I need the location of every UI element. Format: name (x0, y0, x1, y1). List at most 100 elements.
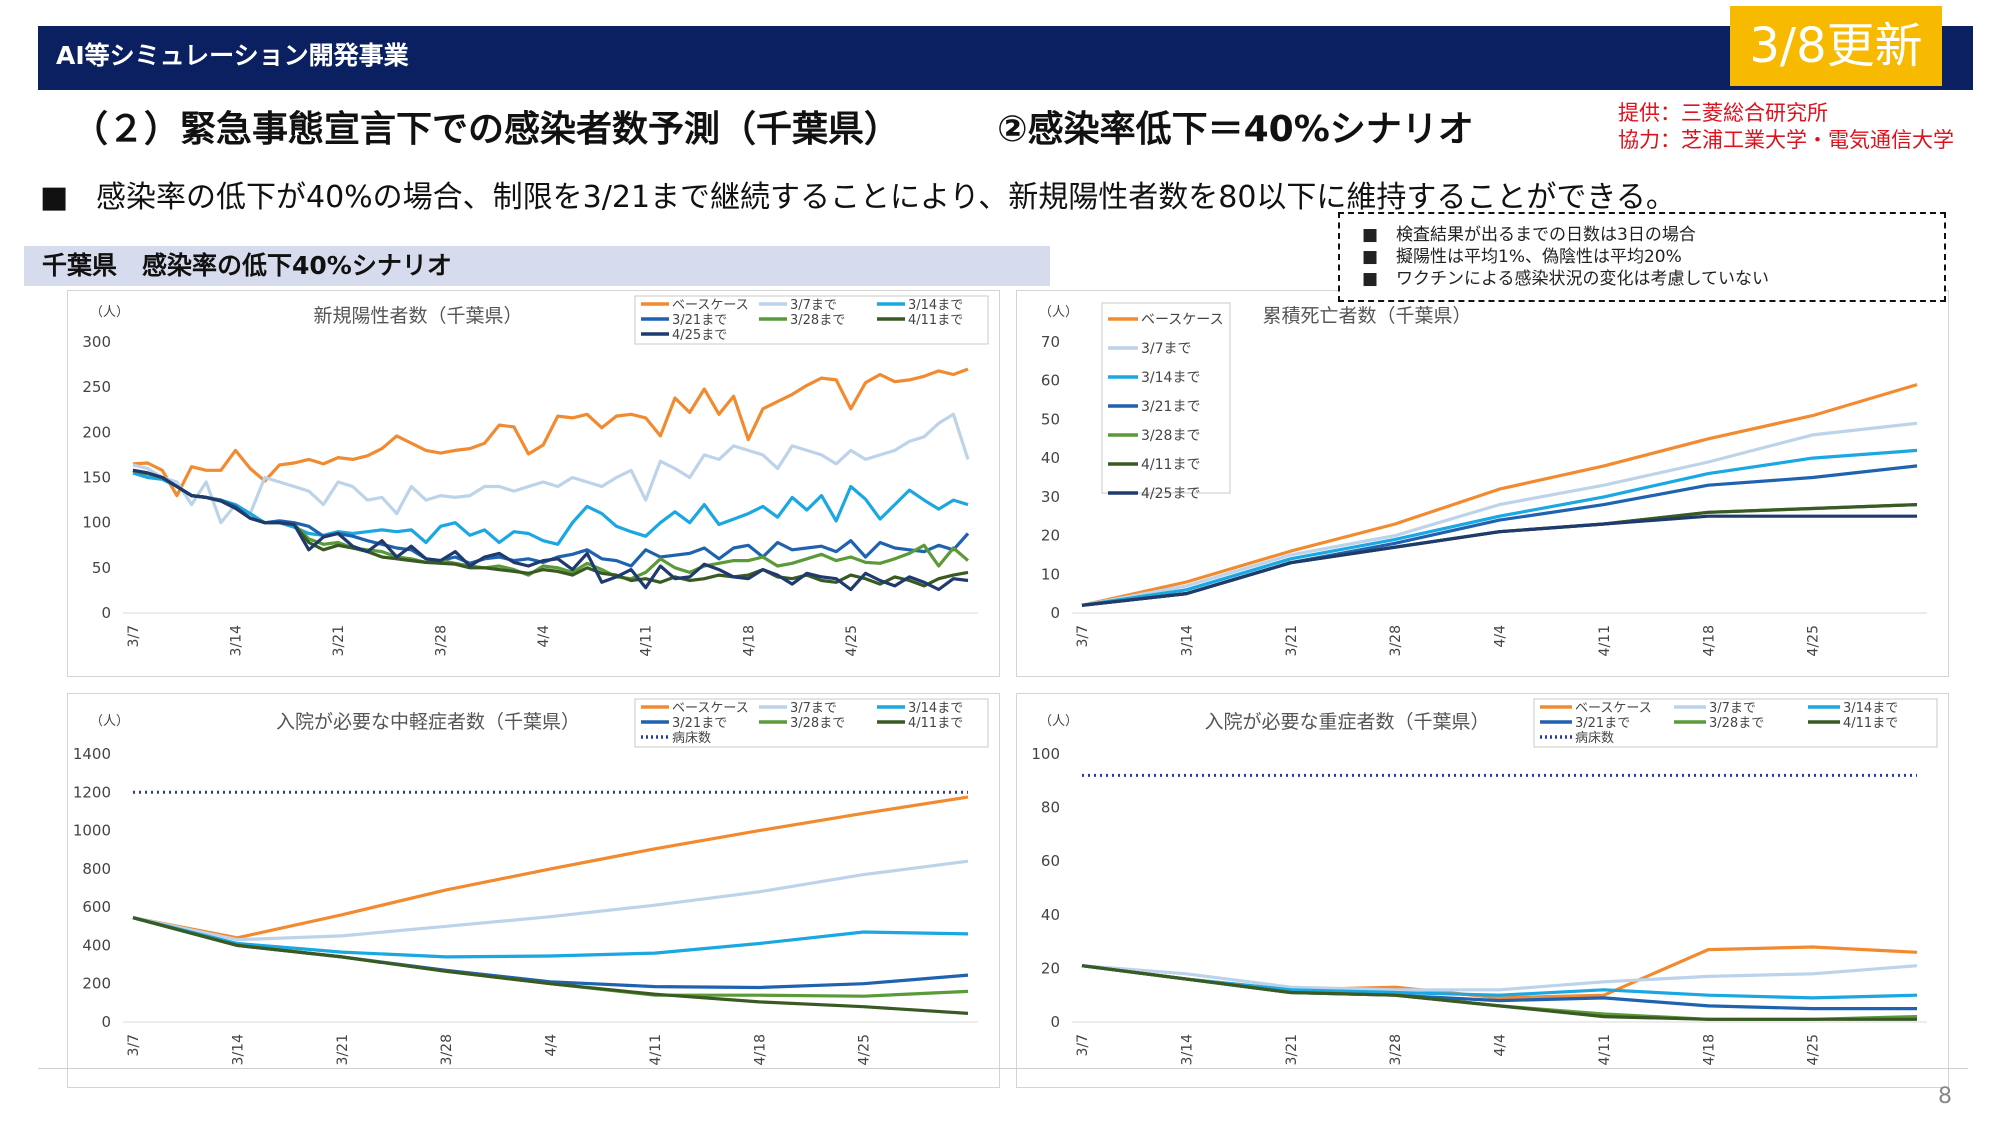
chart-cumulative-deaths: 累積死亡者数（千葉県） （人） 0 10 20 30 40 50 60 70 3/7 3/14 3/21… (1039, 302, 1927, 657)
y-tick-label: 0 (101, 604, 111, 622)
page-title: （２）緊急事態宣言下での感染者数予測（千葉県） ②感染率低下＝40%シナリオ (72, 100, 1474, 152)
y-tick-label: 30 (1041, 488, 1060, 506)
x-tick-label: 4/25 (1806, 625, 1822, 656)
chart-title: 入院が必要な中軽症者数（千葉県） (276, 711, 580, 733)
page-number: 8 (1938, 1084, 1952, 1109)
chart-panel-cumulative-deaths: 累積死亡者数（千葉県） （人） 0 10 20 30 40 50 60 70 3/7 3/14 3/21… (1016, 290, 1949, 677)
header-bar-label: AI等シミュレーション開発事業 (56, 41, 409, 70)
y-tick-label: 250 (82, 378, 111, 396)
credit-cooperation: 協力：芝浦工業大学・電気通信大学 (1618, 128, 1954, 152)
series-line-3/14まで (1081, 448, 1918, 607)
x-tick-label: 4/18 (752, 1034, 768, 1065)
legend-entry: 3/21まで (1575, 716, 1630, 731)
chart-title: 累積死亡者数（千葉県） (1262, 305, 1471, 327)
series-line-3/21まで (1081, 964, 1917, 1011)
y-tick-label: 40 (1041, 449, 1060, 467)
header-bar (38, 26, 1973, 90)
legend-entry: 3/14まで (908, 298, 963, 313)
legend-box (1533, 698, 1938, 748)
y-tick-label: 600 (82, 898, 111, 916)
legend-entry: 3/7まで (1141, 341, 1192, 357)
series-line-3/7まで (1081, 421, 1918, 607)
x-tick-label: 3/28 (439, 1034, 455, 1065)
x-tick-label: 4/11 (1597, 625, 1613, 656)
series-line-4/11まで (132, 468, 969, 588)
legend-entry: 3/14まで (908, 701, 963, 716)
summary-bullet: ■ (40, 180, 69, 215)
legend-entry: ベースケース (1141, 312, 1224, 328)
x-tick-label: 4/11 (648, 1034, 664, 1065)
legend-entry: 3/21まで (672, 716, 727, 731)
y-tick-label: 100 (82, 514, 111, 532)
legend-entry: ベースケース (672, 298, 749, 313)
y-tick-label: 0 (1050, 1013, 1060, 1031)
chart-panel-new-positives: 新規陽性者数（千葉県） （人） 0 50 100 150 200 250 300 3/7 3/14 3… (67, 290, 1000, 677)
legend-entry: 4/11まで (1141, 457, 1200, 473)
x-tick-label: 4/18 (1701, 1034, 1717, 1065)
legend-entry: 4/11まで (908, 716, 963, 731)
x-tick-label: 3/21 (1284, 625, 1300, 656)
y-tick-label: 300 (82, 333, 111, 351)
legend-entry: 3/28まで (1709, 716, 1764, 731)
x-tick-label: 3/7 (1075, 625, 1091, 648)
chart-title: 新規陽性者数（千葉県） (313, 305, 522, 327)
legend-entry: ベースケース (1575, 701, 1652, 716)
legend-entry: 3/7まで (790, 701, 837, 716)
legend-entry: 3/28まで (790, 313, 845, 328)
y-tick-label: 60 (1041, 852, 1060, 870)
y-tick-label: 50 (92, 559, 111, 577)
chart-panel-severe-cases: 入院が必要な重症者数（千葉県） （人） 0 20 40 60 80 100 3/7 3/14 3/2… (1016, 693, 1949, 1088)
y-tick-label: 40 (1041, 906, 1060, 924)
x-tick-label: 4/4 (1493, 625, 1509, 648)
y-tick-label: 800 (82, 860, 111, 878)
legend-entry: 3/7まで (1709, 701, 1756, 716)
legend-entry: 4/11まで (1843, 716, 1898, 731)
x-tick-label: 4/4 (544, 1034, 560, 1057)
y-unit-label: （人） (1039, 714, 1078, 729)
x-tick-label: 3/21 (335, 1034, 351, 1065)
y-tick-label: 20 (1041, 527, 1060, 545)
section-label: 千葉県 感染率の低下40%シナリオ (24, 246, 1050, 286)
y-tick-label: 100 (1031, 745, 1060, 763)
series-line-ベースケース (132, 367, 969, 498)
y-tick-label: 0 (101, 1013, 111, 1031)
footer-divider (38, 1068, 1968, 1069)
x-tick-label: 4/11 (1597, 1034, 1613, 1065)
x-tick-label: 3/14 (1179, 625, 1195, 657)
legend-entry: 4/11まで (908, 313, 963, 328)
chart-title: 入院が必要な重症者数（千葉県） (1204, 711, 1489, 733)
y-tick-label: 50 (1041, 410, 1060, 428)
x-tick-label: 4/25 (1806, 1034, 1822, 1065)
x-tick-label: 4/4 (536, 625, 552, 648)
legend-entry: 3/21まで (1141, 399, 1200, 415)
x-tick-label: 3/7 (126, 1034, 142, 1057)
x-tick-label: 3/14 (229, 625, 245, 657)
x-tick-label: 4/25 (844, 625, 860, 656)
legend-entry: 3/28まで (790, 716, 845, 731)
y-tick-label: 1200 (73, 783, 111, 801)
legend-entry: 病床数 (1575, 731, 1614, 746)
note-item: ■ ワクチンによる感染状況の変化は考慮していない (1362, 269, 1769, 289)
page-title-scenario: ②感染率低下＝40%シナリオ (997, 109, 1474, 150)
x-tick-label: 3/28 (1388, 1034, 1404, 1065)
legend-entry: 3/7まで (790, 298, 837, 313)
chart-mild-cases: 入院が必要な中軽症者数（千葉県） （人） 0 200 400 600 800 1000 1200… (73, 698, 989, 1065)
y-tick-label: 0 (1050, 604, 1060, 622)
y-tick-label: 400 (82, 936, 111, 954)
x-tick-label: 4/11 (639, 625, 655, 656)
chart-severe-cases: 入院が必要な重症者数（千葉県） （人） 0 20 40 60 80 100 3/7 3/14 3/2… (1031, 698, 1938, 1065)
summary-sentence: 感染率の低下が40%の場合、制限を3/21まで継続することにより、新規陽性者数を… (96, 180, 1676, 215)
legend-entry: 3/14まで (1141, 370, 1200, 386)
y-unit-label: （人） (90, 714, 129, 729)
series-line-4/25まで (1081, 514, 1917, 607)
page-title-main: （２）緊急事態宣言下での感染者数予測（千葉県） (72, 109, 901, 150)
legend-entry: 4/25まで (672, 328, 727, 343)
legend-entry: 3/21まで (672, 313, 727, 328)
y-tick-label: 150 (82, 469, 111, 487)
series-line-ベースケース (132, 795, 969, 940)
x-tick-label: 4/4 (1493, 1034, 1509, 1057)
legend-entry: 病床数 (672, 731, 711, 746)
legend-entry: ベースケース (672, 701, 749, 716)
y-tick-label: 70 (1041, 333, 1060, 351)
y-tick-label: 20 (1041, 959, 1060, 977)
